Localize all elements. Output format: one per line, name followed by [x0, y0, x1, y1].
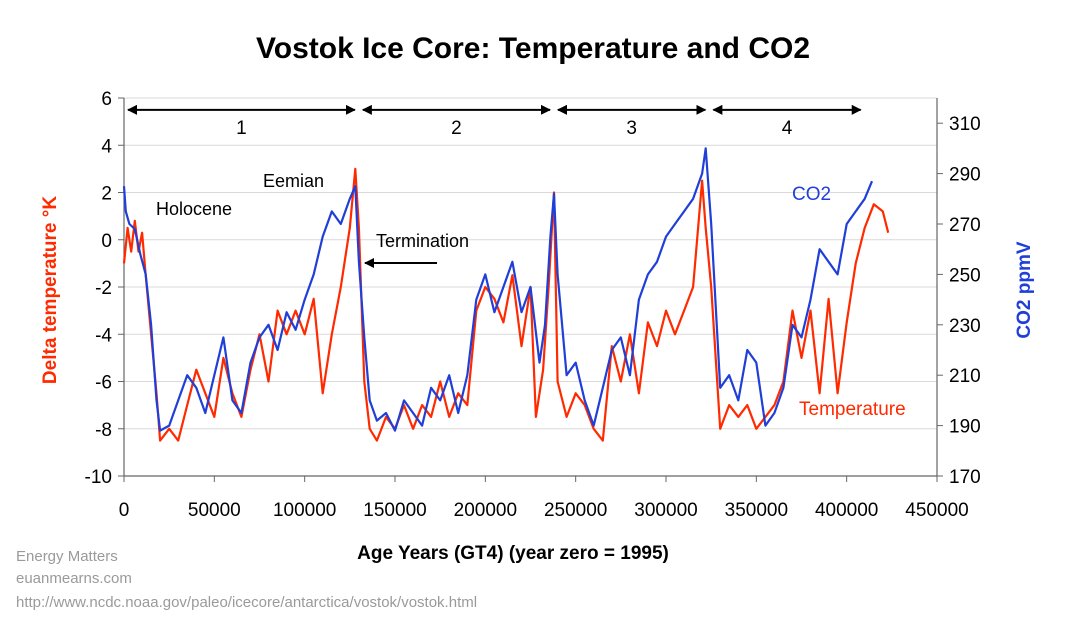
- x-tick-label: 50000: [188, 500, 241, 521]
- y-axis-right-label: CO2 ppmV: [1014, 241, 1035, 338]
- y-left-tick-label: -6: [95, 373, 112, 394]
- y-right-tick-label: 190: [949, 417, 981, 438]
- x-tick-label: 0: [119, 500, 130, 521]
- stage-arrows: 1 2 3 4: [127, 104, 862, 139]
- y-right-tick-label: 270: [949, 215, 981, 236]
- series-lines: [122, 147, 890, 442]
- x-tick-label: 200000: [454, 500, 517, 521]
- x-tick-label: 300000: [634, 500, 697, 521]
- annotation-termination: Termination: [376, 231, 469, 251]
- series-label-co2: CO2: [792, 184, 831, 205]
- y-right-tick-label: 310: [949, 114, 981, 135]
- series-label-temperature: Temperature: [799, 399, 906, 420]
- chart-title: Vostok Ice Core: Temperature and CO2: [256, 32, 810, 65]
- x-tick-label: 100000: [273, 500, 336, 521]
- co2-line: [122, 147, 874, 432]
- y-left-tick-label: 6: [101, 89, 112, 110]
- y-left-tick-label: 4: [101, 136, 112, 157]
- y-right-tick-label: 230: [949, 316, 981, 337]
- y-left-tick-label: 0: [101, 231, 112, 252]
- y-axis-left-label: Delta temperature °K: [40, 196, 61, 384]
- y-left-tick-label: -2: [95, 278, 112, 299]
- y-right-tick-label: 170: [949, 467, 981, 488]
- x-tick-label: 450000: [905, 500, 968, 521]
- y-right-tick-label: 250: [949, 265, 981, 286]
- y-right-tick-label: 210: [949, 366, 981, 387]
- y-right-tick-label: 290: [949, 165, 981, 186]
- stage-label: 2: [451, 118, 462, 139]
- credit-euanmearns: euanmearns.com: [16, 570, 132, 587]
- annotation-eemian: Eemian: [263, 171, 324, 191]
- x-tick-label: 350000: [725, 500, 788, 521]
- y-left-tick-label: -4: [95, 325, 112, 346]
- x-tick-label: 400000: [815, 500, 878, 521]
- annotation-holocene: Holocene: [156, 199, 232, 219]
- x-tick-label: 150000: [363, 500, 426, 521]
- y-left-tick-label: -10: [85, 467, 112, 488]
- credit-source-url: http://www.ncdc.noaa.gov/paleo/icecore/a…: [16, 594, 478, 611]
- x-axis-label: Age Years (GT4) (year zero = 1995): [357, 543, 669, 564]
- temperature-line: [122, 167, 890, 442]
- stage-label: 3: [626, 118, 637, 139]
- stage-label: 4: [782, 118, 793, 139]
- axes: 6 4 2 0 -2 -4 -6 -8 -10 310 290 270 250 230 210 190 170 0…: [85, 89, 981, 521]
- y-left-tick-label: 2: [101, 184, 112, 205]
- x-tick-label: 250000: [544, 500, 607, 521]
- gridlines: [124, 97, 937, 430]
- y-left-tick-label: -8: [95, 420, 112, 441]
- credit-energy-matters: Energy Matters: [16, 548, 118, 565]
- stage-label: 1: [236, 118, 247, 139]
